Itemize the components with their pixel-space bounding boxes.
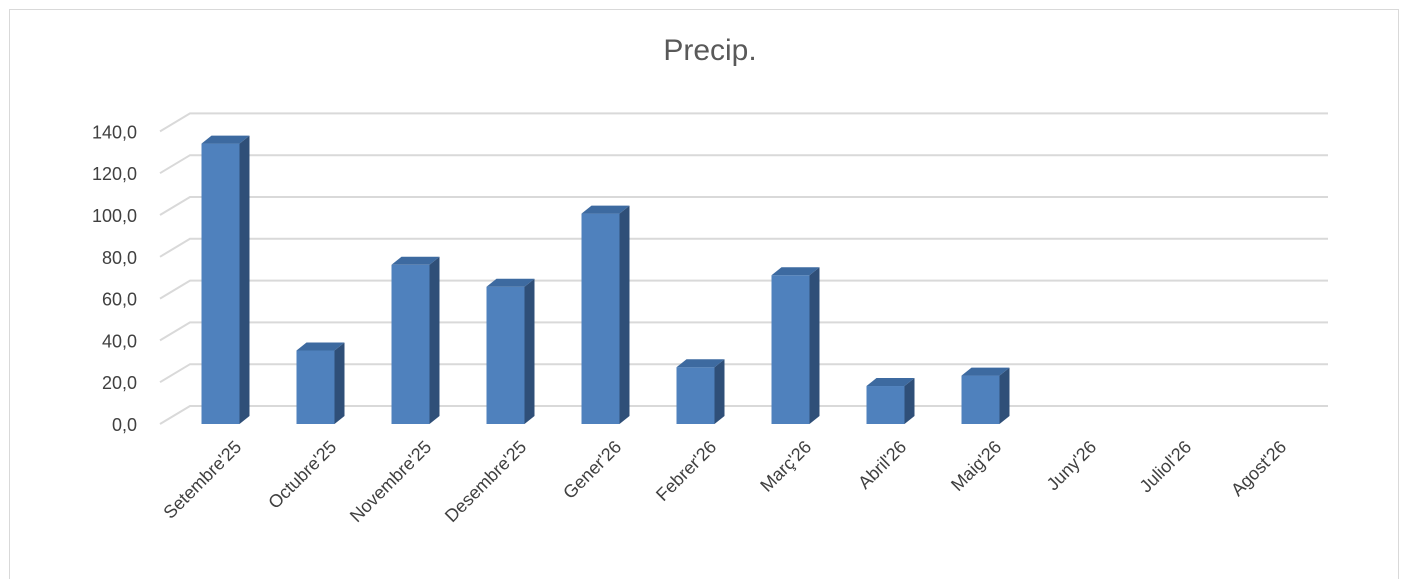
bar bbox=[201, 135, 250, 424]
bar-top-face bbox=[676, 359, 725, 368]
bar-side-face bbox=[619, 205, 630, 424]
bar-top-face bbox=[391, 256, 440, 265]
bar-front-face bbox=[201, 143, 240, 424]
gridline bbox=[159, 112, 1328, 133]
bar bbox=[581, 205, 630, 424]
bar-front-face bbox=[486, 286, 525, 424]
bar-top-face bbox=[486, 278, 535, 287]
y-tick-label: 80,0 bbox=[102, 248, 137, 268]
bar-side-face bbox=[809, 267, 820, 424]
bar-side-face bbox=[429, 256, 440, 424]
y-tick-label: 100,0 bbox=[92, 206, 137, 226]
bar bbox=[961, 367, 1010, 424]
bar bbox=[296, 342, 345, 424]
x-axis-category-labels: Setembre'25 Octubre'25 Novembre'25 Desembre… bbox=[159, 437, 1290, 526]
x-category-label: Agost'26 bbox=[1227, 437, 1290, 500]
bar-top-face bbox=[771, 267, 820, 276]
y-tick-label: 60,0 bbox=[102, 290, 137, 310]
bar-front-face bbox=[866, 386, 905, 424]
bar-side-face bbox=[239, 135, 250, 424]
gridlines bbox=[159, 112, 1328, 425]
bar-front-face bbox=[581, 213, 620, 424]
bar-top-face bbox=[201, 135, 250, 144]
bar-side-face bbox=[999, 367, 1010, 424]
gridline bbox=[159, 321, 1328, 342]
bar bbox=[676, 359, 725, 424]
bar bbox=[771, 267, 820, 424]
bar-front-face bbox=[961, 375, 1000, 424]
gridline bbox=[159, 363, 1328, 384]
x-category-label: Setembre'25 bbox=[159, 437, 245, 523]
gridline bbox=[159, 237, 1328, 258]
bar-front-face bbox=[771, 275, 810, 424]
y-tick-label: 140,0 bbox=[92, 122, 137, 142]
x-category-label: Novembre'25 bbox=[346, 437, 435, 526]
bar-side-face bbox=[904, 378, 915, 424]
bar-front-face bbox=[391, 264, 430, 424]
bar bbox=[391, 256, 440, 424]
bar-top-face bbox=[961, 367, 1010, 376]
bar-front-face bbox=[676, 367, 715, 424]
x-category-label: Abril'26 bbox=[854, 437, 910, 493]
chart-title: Precip. bbox=[663, 34, 757, 67]
gridline bbox=[159, 196, 1328, 216]
y-axis-tick-labels: 0,0 20,0 40,0 60,0 80,0 100,0 120,0 140,0 bbox=[92, 122, 137, 435]
x-category-label: Juliol'26 bbox=[1136, 437, 1196, 497]
bar-side-face bbox=[714, 359, 725, 424]
bars bbox=[201, 135, 1010, 424]
bar-top-face bbox=[866, 378, 915, 387]
y-tick-label: 0,0 bbox=[112, 415, 137, 435]
x-category-label: Març'26 bbox=[756, 437, 815, 496]
y-tick-label: 120,0 bbox=[92, 164, 137, 184]
x-category-label: Febrer'26 bbox=[652, 437, 720, 505]
gridline bbox=[159, 154, 1328, 175]
y-tick-label: 20,0 bbox=[102, 373, 137, 393]
bar bbox=[486, 278, 535, 424]
bar-top-face bbox=[581, 205, 630, 214]
x-category-label: Maig'26 bbox=[947, 437, 1005, 495]
y-tick-label: 40,0 bbox=[102, 331, 137, 351]
gridline bbox=[159, 279, 1328, 300]
gridline bbox=[159, 405, 1328, 425]
bar-side-face bbox=[524, 278, 535, 424]
x-category-label: Gener'26 bbox=[559, 437, 625, 503]
bar-front-face bbox=[296, 350, 335, 424]
bar-top-face bbox=[296, 342, 345, 351]
bar-side-face bbox=[334, 342, 345, 424]
bar bbox=[866, 378, 915, 424]
x-category-label: Desembre'25 bbox=[441, 437, 530, 526]
x-category-label: Juny'26 bbox=[1043, 437, 1101, 495]
x-category-label: Octubre'25 bbox=[264, 437, 340, 513]
